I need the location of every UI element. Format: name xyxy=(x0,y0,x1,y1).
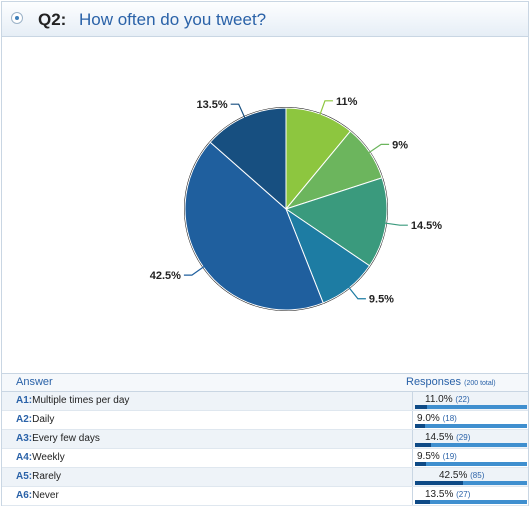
response-count: (29) xyxy=(456,433,471,442)
slice-leader-line xyxy=(183,265,206,276)
answer-text: Multiple times per day xyxy=(32,395,130,406)
response-bar-fill xyxy=(415,481,463,485)
response-cell: 9.5% (19) xyxy=(412,449,529,467)
response-value: 14.5% (29) xyxy=(425,432,470,443)
response-percent: 42.5% xyxy=(439,470,468,481)
answer-label: A6:Never xyxy=(16,490,59,501)
question-number: Q2: xyxy=(38,10,67,29)
responses-table: Answer Responses (200 total) A1:Multiple… xyxy=(2,373,528,506)
slice-leader-line xyxy=(347,285,366,300)
response-count: (85) xyxy=(470,471,485,480)
response-bar xyxy=(415,500,527,504)
slice-leader-line xyxy=(318,100,333,117)
response-count: (19) xyxy=(442,452,457,461)
table-row: A6:Never 13.5% (27) xyxy=(2,487,528,506)
response-value: 42.5% (85) xyxy=(439,470,484,481)
answer-text: Never xyxy=(32,490,59,501)
response-bar-fill xyxy=(415,443,432,447)
response-count: (18) xyxy=(442,414,457,423)
answer-label: A2:Daily xyxy=(16,414,54,425)
response-cell: 11.0% (22) xyxy=(412,392,529,410)
response-bar xyxy=(415,443,527,447)
response-cell: 13.5% (27) xyxy=(412,487,529,505)
answer-code: A4: xyxy=(16,452,33,463)
answer-label: A4:Weekly xyxy=(16,452,65,463)
answer-text: Weekly xyxy=(32,452,65,463)
question-title: How often do you tweet? xyxy=(79,10,267,29)
answer-label: A3:Every few days xyxy=(16,433,100,444)
response-bar xyxy=(415,481,527,485)
slice-leader-line xyxy=(230,103,246,120)
answer-label: A1:Multiple times per day xyxy=(16,395,129,406)
response-bar-fill xyxy=(415,500,431,504)
table-row: A1:Multiple times per day 11.0% (22) xyxy=(2,392,528,411)
answer-text: Rarely xyxy=(32,471,62,482)
table-row: A2:Daily 9.0% (18) xyxy=(2,411,528,430)
response-percent: 9.0% xyxy=(417,413,440,424)
slice-label: 14.5% xyxy=(411,220,442,232)
table-row: A5:Rarely 42.5% (85) xyxy=(2,468,528,487)
table-header: Answer Responses (200 total) xyxy=(2,373,528,392)
response-bar xyxy=(415,462,527,466)
response-value: 13.5% (27) xyxy=(425,489,470,500)
slice-label: 42.5% xyxy=(150,270,181,282)
slice-label: 13.5% xyxy=(196,99,227,111)
answer-code: A1: xyxy=(16,395,33,406)
table-row: A4:Weekly 9.5% (19) xyxy=(2,449,528,468)
slice-label: 11% xyxy=(336,96,358,108)
slice-label: 9.5% xyxy=(369,294,394,306)
response-value: 9.0% (18) xyxy=(417,413,457,424)
response-cell: 9.0% (18) xyxy=(412,411,529,429)
response-value: 11.0% (22) xyxy=(425,394,470,405)
response-bar xyxy=(415,405,527,409)
answer-text: Daily xyxy=(32,414,55,425)
slice-label: 9% xyxy=(392,139,408,151)
response-bar xyxy=(415,424,527,428)
response-value: 9.5% (19) xyxy=(417,451,457,462)
response-cell: 14.5% (29) xyxy=(412,430,529,448)
table-body: A1:Multiple times per day 11.0% (22) A2:Da… xyxy=(2,392,528,506)
answer-code: A2: xyxy=(16,414,33,425)
question-header: Q2: How often do you tweet? xyxy=(2,2,528,37)
response-percent: 14.5% xyxy=(425,432,454,443)
response-cell: 42.5% (85) xyxy=(412,468,529,486)
answer-column-header: Answer xyxy=(16,376,53,388)
slice-leader-line xyxy=(367,143,390,154)
table-row: A3:Every few days 14.5% (29) xyxy=(2,430,528,449)
radio-icon[interactable] xyxy=(11,12,23,24)
answer-text: Every few days xyxy=(32,433,100,444)
responses-header-label: Responses xyxy=(406,376,462,388)
response-percent: 11.0% xyxy=(425,394,453,405)
pie-chart: 11% 9% 14.5% 9.5% 42.5% 13.5% xyxy=(2,37,528,371)
response-bar-fill xyxy=(415,462,426,466)
response-percent: 9.5% xyxy=(417,451,440,462)
answer-label: A5:Rarely xyxy=(16,471,61,482)
answer-code: A3: xyxy=(16,433,33,444)
response-percent: 13.5% xyxy=(425,489,454,500)
total-count: (200 total) xyxy=(464,380,496,387)
answer-code: A6: xyxy=(16,490,33,501)
response-count: (22) xyxy=(455,395,470,404)
response-bar-fill xyxy=(415,405,428,409)
response-bar-fill xyxy=(415,424,426,428)
answer-code: A5: xyxy=(16,471,33,482)
slice-leader-line xyxy=(383,222,408,226)
responses-column-header: Responses (200 total) xyxy=(406,376,496,388)
response-count: (27) xyxy=(456,490,471,499)
